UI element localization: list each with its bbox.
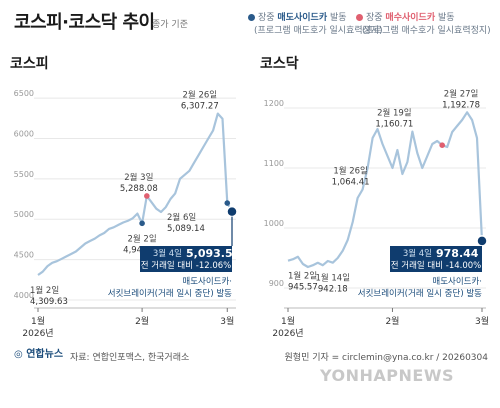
source-text: 자료: 연합인포맥스, 한국거래소 <box>70 353 190 363</box>
annotation-date: 1월 2일 <box>288 271 317 282</box>
y-tick-label: 1200 <box>264 99 284 108</box>
y-tick-label: 900 <box>269 279 284 288</box>
legend-sell-prefix: 장중 <box>258 13 278 23</box>
annotation-date: 2월 2일 <box>128 233 157 244</box>
y-tick-label: 4000 <box>14 291 34 300</box>
legend-buy-suffix: 발동 <box>435 13 455 23</box>
annotation-date: 1월 2일 <box>30 285 59 296</box>
callout-value: 5,093.54 <box>186 247 241 260</box>
annotation-value: 1,064.41 <box>332 177 370 187</box>
y-tick-label: 6500 <box>14 89 34 98</box>
x-tick-label: 2월 <box>135 315 149 327</box>
annotation-value: 4,309.63 <box>30 297 68 307</box>
legend-sell-note: (프로그램 매도호가 일시효력정지) <box>254 26 383 36</box>
buy-dot-icon <box>356 13 363 21</box>
last-point-marker <box>226 205 238 218</box>
callout-box <box>140 246 232 272</box>
x-tick-label: 1월 <box>281 315 295 327</box>
last-point-marker <box>476 235 488 247</box>
annotation-value: 1,192.78 <box>442 100 480 110</box>
yonhap-logo: ◎ 연합뉴스 <box>14 345 63 360</box>
callout-change: 전 거래일 대비 -14.00% <box>391 260 482 271</box>
annotation-date: 2월 26일 <box>183 90 218 101</box>
y-tick-label: 6000 <box>14 129 34 138</box>
unit-label: 종가 기준 <box>152 20 188 30</box>
y-tick-label: 1000 <box>264 219 284 228</box>
annotation-date: 2월 27일 <box>444 88 479 99</box>
chart-title: 코스피 <box>10 56 49 72</box>
callout-note-line2: 서킷브레이커(거래 일시 중단) 발동 <box>358 288 482 299</box>
callout-change: 전 거래일 대비 -12.06% <box>141 260 232 271</box>
callout-note-line2: 서킷브레이커(거래 일시 중단) 발동 <box>108 288 232 299</box>
page-title: 코스피·코스닥 추이 <box>14 12 155 33</box>
annotation-value: 942.18 <box>318 285 348 295</box>
author-text: 원형민 기자 = circlemin@yna.co.kr / 20260304 <box>284 353 488 363</box>
annotation-value: 6,307.27 <box>181 102 219 112</box>
y-tick-label: 5500 <box>14 170 34 179</box>
legend-buy: 장중 매수사이드카 발동 (프로그램 매수호가 일시효력정지) <box>356 12 491 38</box>
buy-sidecar-marker <box>144 193 150 199</box>
logo-icon: ◎ <box>14 349 23 360</box>
annotation-value: 1,160.71 <box>375 120 413 130</box>
y-tick-label: 5000 <box>14 210 34 219</box>
annotation-date: 1월 26일 <box>333 165 368 176</box>
buy-sidecar-marker <box>439 142 446 148</box>
callout-date: 3월 4일 <box>153 248 182 259</box>
x-tick-label: 3월 <box>475 315 489 327</box>
annotation-date: 2월 6일 <box>167 212 196 223</box>
annotation-date: 1월 14일 <box>315 273 350 284</box>
x-tick-sublabel: 2026년 <box>22 328 53 339</box>
x-tick-label: 2월 <box>385 315 399 327</box>
y-tick-label: 4500 <box>14 251 34 260</box>
callout-date: 3월 4일 <box>403 248 432 259</box>
callout-value: 978.44 <box>436 247 479 260</box>
series-line <box>37 112 233 276</box>
watermark: YONHAPNEWS <box>320 366 454 385</box>
legend-buy-prefix: 장중 <box>366 13 386 23</box>
legend-sell-suffix: 발동 <box>327 13 347 23</box>
logo-text: 연합뉴스 <box>26 349 64 360</box>
callout-note-line1: 매도사이드카· <box>432 276 482 287</box>
annotation-date: 2월 19일 <box>377 108 412 119</box>
sell-sidecar-marker <box>139 220 145 227</box>
callout-note-line1: 매도사이드카· <box>182 276 232 287</box>
legend-sell: 장중 매도사이드카 발동 (프로그램 매도호가 일시효력정지) <box>248 12 383 38</box>
series-line <box>287 111 484 269</box>
sell-sidecar-marker <box>224 200 231 206</box>
x-tick-label: 3월 <box>220 315 234 327</box>
y-tick-label: 1100 <box>264 159 284 168</box>
chart-title: 코스닥 <box>260 55 299 72</box>
annotation-value: 5,089.14 <box>167 224 205 234</box>
annotation-value: 945.57 <box>288 283 318 293</box>
x-tick-label: 1월 <box>31 315 45 327</box>
sell-dot-icon <box>248 13 255 21</box>
legend-sell-strong: 매도사이드카 <box>277 13 328 23</box>
annotation-value: 5,288.08 <box>120 184 158 194</box>
x-tick-sublabel: 2026년 <box>272 328 303 339</box>
callout-box <box>390 246 482 272</box>
annotation-date: 2월 3일 <box>124 172 153 183</box>
legend-buy-strong: 매수사이드카 <box>385 13 436 23</box>
legend-buy-note: (프로그램 매수호가 일시효력정지) <box>362 26 491 36</box>
